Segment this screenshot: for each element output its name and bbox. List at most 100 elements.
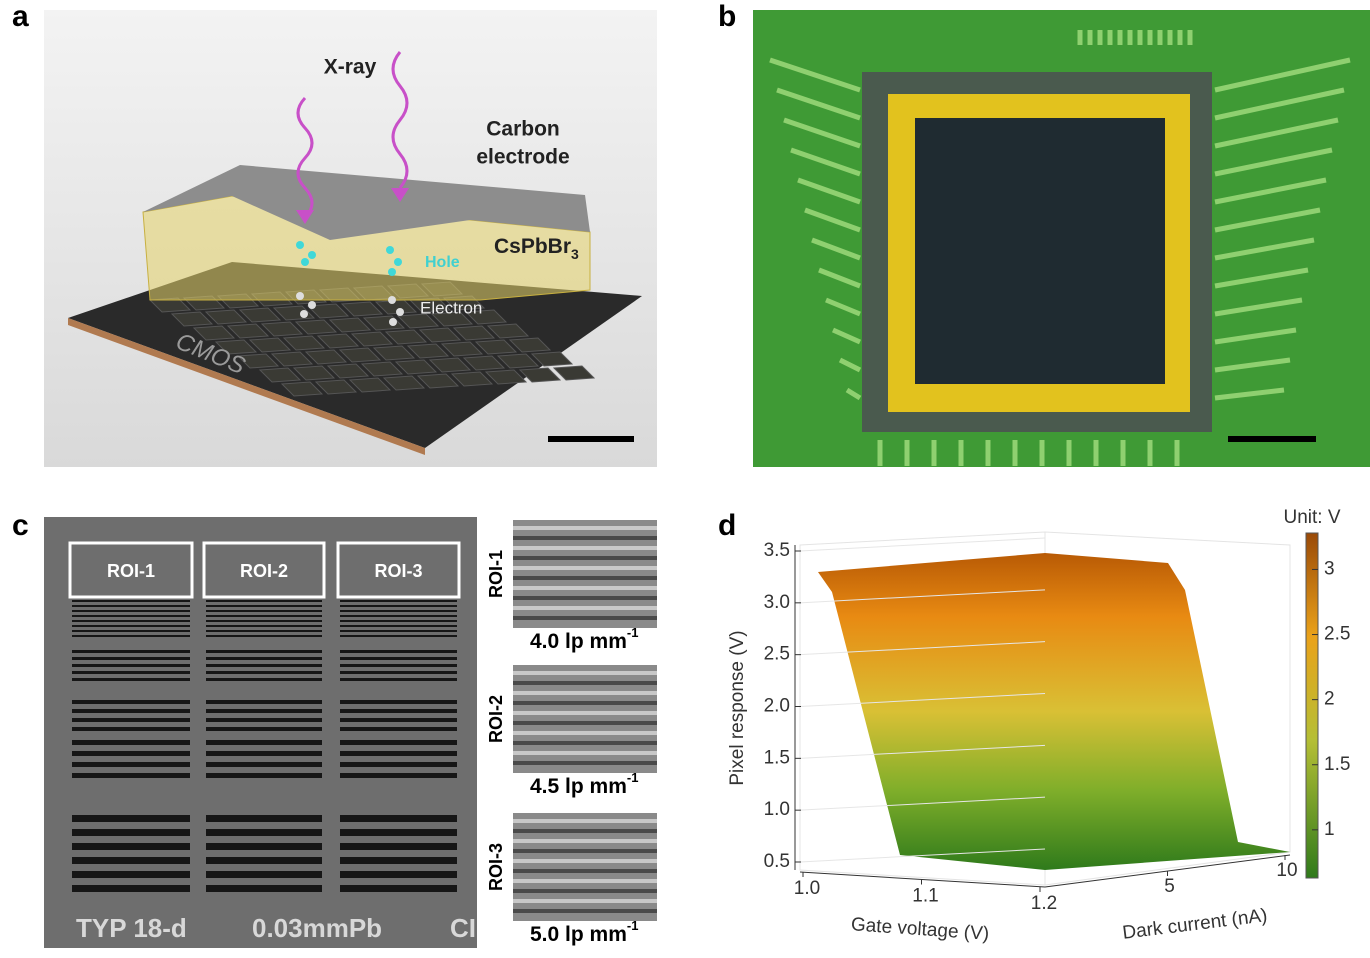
stripe xyxy=(72,751,190,756)
stripe xyxy=(72,727,190,731)
stripe xyxy=(206,625,322,627)
pixel xyxy=(258,367,302,383)
roi-label: ROI-3 xyxy=(374,561,422,581)
trace xyxy=(1214,177,1327,205)
stripe xyxy=(206,657,322,660)
x-tick-label: 1.0 xyxy=(794,878,820,899)
grid-line xyxy=(799,848,1046,863)
z-tick-label: 3.5 xyxy=(764,540,790,561)
y-tick-label: 10 xyxy=(1276,860,1297,881)
trace xyxy=(1214,267,1309,289)
trace xyxy=(1214,297,1303,317)
panel-label: b xyxy=(718,0,736,33)
panel-b: b xyxy=(718,0,1370,467)
image-text: 0.03mmPb xyxy=(252,913,382,943)
trace xyxy=(797,177,861,205)
pixel xyxy=(462,355,506,371)
inset-stripe xyxy=(513,761,657,765)
pixel xyxy=(314,379,358,395)
electrons xyxy=(296,292,404,326)
pixel xyxy=(384,329,428,345)
grid-line xyxy=(799,693,1046,707)
stripe xyxy=(340,635,457,637)
image-text: TYP 18-d xyxy=(76,913,187,943)
inset-stripe xyxy=(513,671,657,675)
trace xyxy=(818,267,861,289)
pixel xyxy=(236,353,280,369)
y-tick-label: 5 xyxy=(1164,876,1175,897)
trace xyxy=(1214,207,1321,233)
pixel xyxy=(428,357,472,373)
stripe xyxy=(72,678,190,681)
stripe xyxy=(340,620,457,622)
trace xyxy=(1214,237,1315,261)
stripe xyxy=(340,773,457,778)
pixel xyxy=(372,345,416,361)
detector-surface xyxy=(915,118,1165,384)
stripe xyxy=(206,630,322,632)
stripe xyxy=(340,885,457,892)
inset-stripe xyxy=(513,819,657,823)
xray-image xyxy=(44,517,477,948)
stripe xyxy=(340,657,457,660)
trace xyxy=(1214,357,1291,373)
pixel xyxy=(416,373,460,389)
grid-line xyxy=(799,589,1046,604)
colorbar-tick-label: 1 xyxy=(1324,819,1335,840)
z-tick-label: 2.5 xyxy=(764,644,790,665)
colorbar-tick-label: 2.5 xyxy=(1324,624,1350,645)
stripe xyxy=(206,871,322,878)
inset-stripe xyxy=(513,889,657,893)
stripe xyxy=(340,857,457,864)
z-axis-label: Pixel response (V) xyxy=(727,630,748,785)
stripe xyxy=(206,671,322,674)
stripe xyxy=(206,773,322,778)
trace xyxy=(1214,117,1339,149)
trace xyxy=(776,87,861,121)
panel-label: a xyxy=(12,0,29,33)
stripe xyxy=(72,815,190,822)
stripe xyxy=(72,843,190,850)
inset-caption: 5.0 lp mm-1 xyxy=(530,918,638,945)
xray-label: X-ray xyxy=(324,56,377,79)
pcb-traces xyxy=(769,30,1351,466)
stripe xyxy=(206,610,322,612)
pixel xyxy=(518,367,562,383)
pixel xyxy=(406,343,450,359)
stripe xyxy=(340,630,457,632)
pixel xyxy=(552,365,596,381)
panel-c: c ROI-1 ROI-2 ROI-3 TYP 18-d 0.03mmPb CI ROI-1… xyxy=(12,509,657,948)
stripe xyxy=(340,610,457,612)
x-axis xyxy=(799,871,1046,888)
stripe xyxy=(340,625,457,627)
stripe xyxy=(340,727,457,731)
stripe xyxy=(206,620,322,622)
inset-stripe xyxy=(513,576,657,580)
roi-box xyxy=(68,541,194,599)
stripe xyxy=(340,650,457,653)
z-tick-label: 1.5 xyxy=(764,747,790,768)
pixel xyxy=(280,381,324,397)
stripe xyxy=(72,857,190,864)
inset-stripe xyxy=(513,751,657,755)
inset-stripe xyxy=(513,909,657,913)
stripe xyxy=(206,718,322,722)
stripe xyxy=(206,727,322,731)
exponent: -1 xyxy=(627,625,639,640)
stripe xyxy=(72,773,190,778)
stripe xyxy=(206,857,322,864)
grid-line xyxy=(799,796,1046,811)
pixel xyxy=(326,363,370,379)
stripe xyxy=(340,709,457,713)
x-axis-label: Gate voltage (V) xyxy=(850,914,989,945)
panel-label: c xyxy=(12,509,29,542)
z-tick-label: 0.5 xyxy=(764,851,790,872)
trace xyxy=(1214,57,1351,93)
inset-stripe xyxy=(513,536,657,540)
roi-label: ROI-2 xyxy=(240,561,288,581)
inset-stripe xyxy=(513,556,657,560)
stripe xyxy=(72,620,190,622)
trace xyxy=(1214,87,1345,121)
trace xyxy=(845,387,862,401)
trace xyxy=(769,57,861,93)
